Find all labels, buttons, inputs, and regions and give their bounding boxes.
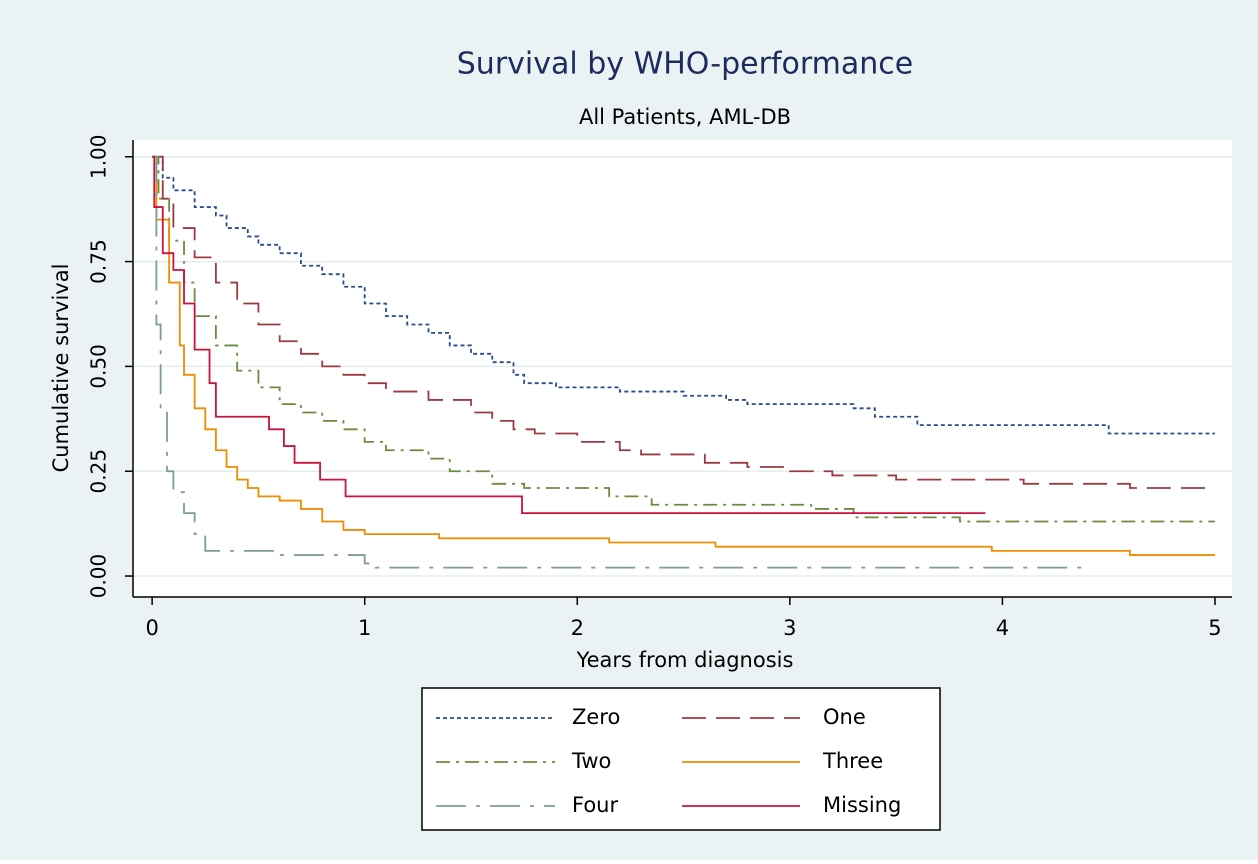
chart-subtitle: All Patients, AML-DB [579, 105, 791, 129]
y-tick-label: 0.75 [87, 239, 111, 284]
survival-line [152, 155, 1215, 489]
x-tick-label: 5 [1208, 616, 1221, 640]
y-tick-label: 0.25 [87, 449, 111, 494]
y-tick-label: 0.00 [87, 554, 111, 599]
x-axis-label: Years from diagnosis [576, 648, 794, 672]
plot-area [133, 140, 1232, 597]
x-tick-label: 0 [145, 616, 158, 640]
y-tick-label: 1.00 [87, 135, 111, 180]
x-tick-label: 2 [571, 616, 584, 640]
legend-label: Two [571, 749, 611, 773]
survival-line [152, 155, 986, 515]
legend-label: Missing [823, 793, 901, 817]
legend-label: Zero [572, 705, 620, 729]
x-tick-label: 4 [996, 616, 1009, 640]
y-axis-label: Cumulative survival [49, 264, 73, 473]
legend-label: One [823, 705, 866, 729]
legend-label: Four [572, 793, 618, 817]
survival-line [152, 155, 1088, 569]
survival-line [152, 155, 1215, 556]
survival-line [152, 155, 1215, 523]
chart-title: Survival by WHO-performance [457, 47, 913, 82]
survival-line [152, 155, 1215, 435]
y-tick-label: 0.50 [87, 344, 111, 389]
x-tick-label: 3 [783, 616, 796, 640]
legend-label: Three [822, 749, 883, 773]
x-tick-label: 1 [358, 616, 371, 640]
